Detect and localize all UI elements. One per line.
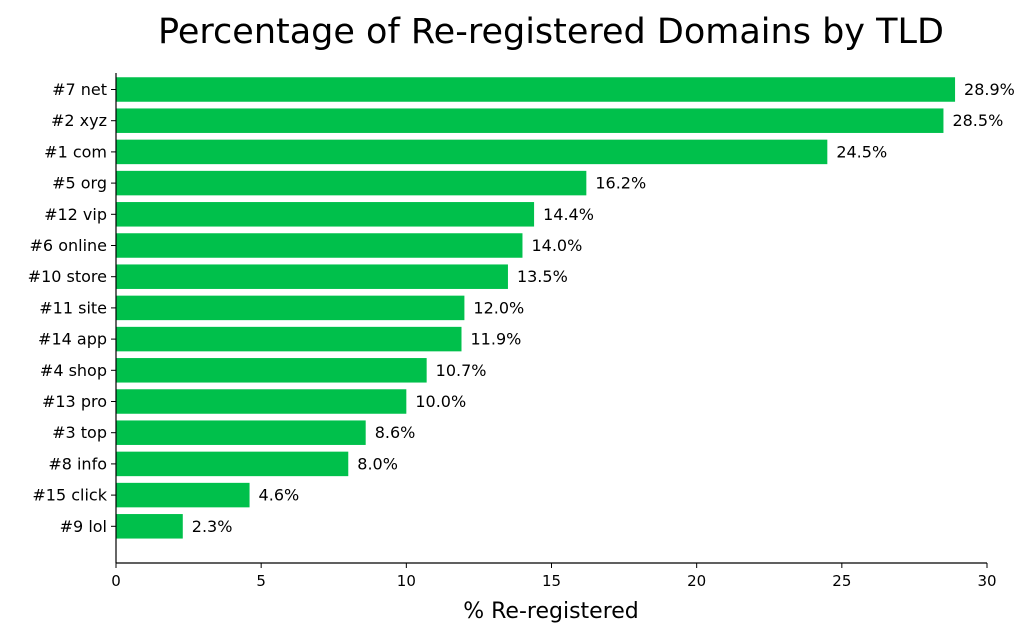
- bar: [116, 482, 250, 508]
- x-axis-title: % Re-registered: [463, 599, 639, 624]
- x-tick-label: 15: [542, 572, 561, 590]
- category-label: #7 net: [52, 80, 107, 99]
- x-tick-label: 0: [111, 572, 121, 590]
- x-tick-label: 5: [256, 572, 266, 590]
- category-label: #8 info: [48, 454, 107, 473]
- bar: [116, 108, 944, 133]
- data-label: 8.0%: [357, 454, 398, 473]
- x-tick-label: 30: [977, 572, 996, 590]
- bar: [116, 233, 523, 258]
- bar: [116, 139, 828, 165]
- data-label: 8.6%: [375, 423, 416, 442]
- bar: [116, 170, 587, 196]
- data-label: 28.9%: [964, 80, 1015, 99]
- bar: [116, 326, 462, 352]
- category-label: #11 site: [39, 298, 107, 317]
- x-ticks-group: 0 5 10 15 20 25 30: [111, 563, 997, 590]
- category-label: #3 top: [52, 423, 107, 442]
- data-label: 11.9%: [471, 330, 522, 349]
- category-label: #5 org: [52, 174, 107, 193]
- bar: [116, 389, 407, 414]
- bar: [116, 264, 508, 289]
- data-label: 10.7%: [436, 361, 487, 380]
- category-labels-group: #7 net #2 xyz #1 com #5 org #12 vip #6 online…: [28, 80, 116, 536]
- category-label: #2 xyz: [51, 111, 107, 130]
- category-label: #14 app: [38, 330, 107, 349]
- data-label: 14.4%: [543, 205, 594, 224]
- bar: [116, 295, 465, 321]
- data-label: 12.0%: [473, 298, 524, 317]
- chart-title: Percentage of Re-registered Domains by T…: [158, 12, 944, 52]
- data-label: 13.5%: [517, 267, 568, 286]
- data-label: 2.3%: [192, 517, 233, 536]
- category-label: #12 vip: [44, 205, 107, 224]
- category-label: #6 online: [30, 236, 107, 255]
- data-label: 14.0%: [531, 236, 582, 255]
- value-labels-group: 28.9% 28.5% 24.5% 16.2%14.4% 14.0% 13.5% 12.0%…: [192, 80, 1015, 536]
- bar: [116, 420, 366, 445]
- bar: [116, 77, 956, 102]
- x-tick-label: 25: [832, 572, 851, 590]
- category-label: #9 lol: [60, 517, 107, 536]
- category-label: #15 click: [32, 486, 107, 505]
- data-label: 4.6%: [259, 486, 300, 505]
- data-label: 28.5%: [952, 111, 1003, 130]
- x-tick-label: 20: [687, 572, 706, 590]
- category-label: #10 store: [28, 267, 107, 286]
- category-label: #4 shop: [40, 361, 107, 380]
- data-label: 24.5%: [836, 142, 887, 161]
- bar: [116, 514, 183, 539]
- bar: [116, 358, 427, 383]
- bars-group: [116, 77, 956, 539]
- x-tick-label: 10: [397, 572, 416, 590]
- category-label: #1 com: [44, 142, 107, 161]
- category-label: #13 pro: [42, 392, 107, 411]
- bar: [116, 451, 349, 477]
- bar: [116, 202, 535, 227]
- data-label: 10.0%: [415, 392, 466, 411]
- data-label: 16.2%: [595, 174, 646, 193]
